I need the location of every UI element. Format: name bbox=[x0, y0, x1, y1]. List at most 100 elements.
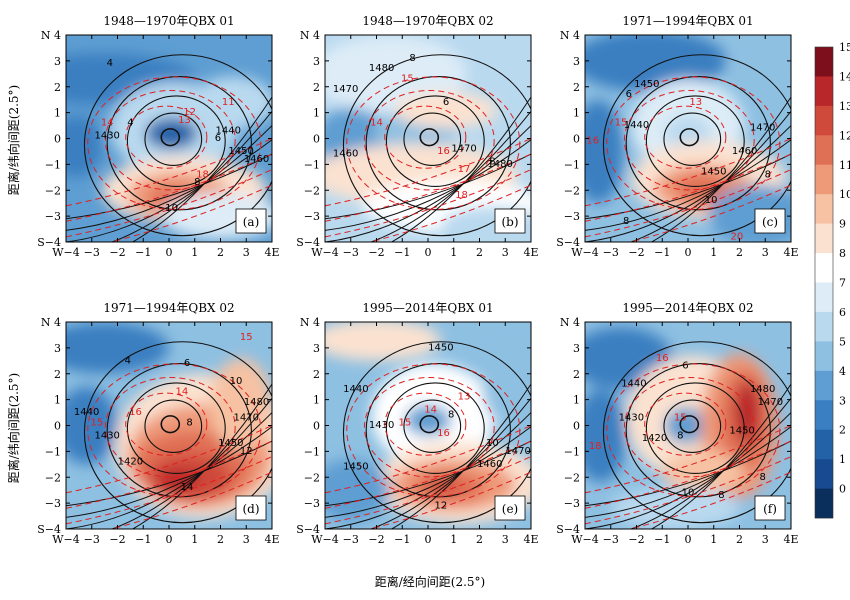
colorbar-label: 5 bbox=[839, 335, 846, 348]
wind-contour bbox=[66, 456, 272, 525]
height-contour bbox=[585, 139, 791, 231]
height-contour bbox=[106, 363, 252, 498]
wind-contour-label: 15 bbox=[398, 418, 411, 429]
y-tick-label: N 4 bbox=[300, 316, 320, 329]
wind-contour bbox=[363, 377, 495, 478]
contour-label: 1430 bbox=[94, 131, 119, 142]
x-tick-label: −3 bbox=[603, 246, 619, 259]
wind-contour-label: 12 bbox=[183, 107, 196, 118]
height-contour bbox=[66, 412, 272, 529]
contour-label: 1450 bbox=[701, 167, 726, 178]
height-contour bbox=[585, 153, 791, 220]
height-contour bbox=[645, 382, 745, 474]
height-contour bbox=[585, 412, 791, 529]
y-tick-label: −3 bbox=[564, 210, 580, 223]
x-tick-label: W−4 bbox=[571, 533, 599, 546]
y-tick-label: 0 bbox=[54, 420, 61, 433]
wind-contour bbox=[623, 377, 755, 478]
height-contour bbox=[645, 95, 745, 187]
x-tick-label: −1 bbox=[654, 533, 670, 546]
wind-contour-label: 13 bbox=[458, 392, 471, 403]
height-contour bbox=[325, 153, 531, 220]
wind-contour-label: 15 bbox=[91, 418, 104, 429]
height-contour bbox=[325, 139, 531, 231]
shaded-region bbox=[585, 99, 624, 204]
y-tick-label: −2 bbox=[45, 184, 61, 197]
colorbar-label: 2 bbox=[839, 424, 846, 437]
x-tick-label: 3 bbox=[243, 533, 250, 546]
x-tick-label: 0 bbox=[425, 246, 432, 259]
x-tick-label: −1 bbox=[394, 533, 410, 546]
contour-label: 4 bbox=[127, 118, 133, 129]
wind-contour-label: 18 bbox=[589, 441, 602, 452]
contour-label: 6 bbox=[215, 133, 221, 144]
wind-contour bbox=[66, 138, 272, 207]
colorbar-swatch bbox=[815, 76, 833, 107]
contour-label: 1470 bbox=[451, 143, 476, 154]
height-contour bbox=[365, 363, 511, 498]
x-tick-label: −2 bbox=[109, 246, 125, 259]
panel-label: (b) bbox=[501, 215, 518, 229]
colorbar-swatch bbox=[815, 429, 833, 460]
contour-label: 10 bbox=[486, 438, 499, 449]
x-tick-label: 2 bbox=[736, 533, 743, 546]
wind-contour-label: 14 bbox=[101, 118, 114, 129]
contour-label: 8 bbox=[677, 430, 683, 441]
x-tick-label: 3 bbox=[762, 246, 769, 259]
shaded-region bbox=[664, 407, 707, 444]
y-tick-label: S−4 bbox=[296, 236, 320, 249]
height-contour bbox=[419, 415, 440, 434]
y-axis-label-top: 距离/纬向间距(2.5°) bbox=[6, 85, 21, 196]
x-tick-label: 3 bbox=[762, 533, 769, 546]
height-contour bbox=[66, 139, 272, 231]
y-tick-label: −2 bbox=[564, 471, 580, 484]
shaded-region bbox=[66, 322, 169, 374]
panel-label: (d) bbox=[242, 502, 259, 516]
colorbar-label: 6 bbox=[839, 306, 846, 319]
panel-d: 4 610812141440143014201480147014501514161… bbox=[37, 301, 279, 546]
height-contour bbox=[419, 128, 440, 147]
y-tick-label: N 4 bbox=[560, 29, 580, 42]
x-tick-label: 3 bbox=[502, 246, 509, 259]
y-tick-label: 3 bbox=[573, 342, 580, 355]
contour-label: 8 bbox=[765, 169, 771, 180]
contour-label: 8 bbox=[186, 418, 192, 429]
wind-contour-label: 15 bbox=[401, 74, 414, 85]
contour-label: 8 bbox=[489, 156, 495, 167]
contour-label: 1480 bbox=[750, 384, 775, 395]
wind-contour bbox=[623, 90, 755, 191]
colorbar-label: 9 bbox=[839, 218, 846, 231]
y-tick-label: 0 bbox=[54, 133, 61, 146]
contour-label: 8 bbox=[759, 472, 765, 483]
contour-label: 1450 bbox=[729, 425, 754, 436]
shaded-region bbox=[585, 35, 727, 92]
wind-contour bbox=[585, 425, 791, 494]
x-tick-label: 4E bbox=[264, 533, 279, 546]
colorbar-swatch bbox=[815, 47, 833, 77]
x-tick-label: 0 bbox=[166, 533, 173, 546]
contour-label: 8 bbox=[448, 410, 454, 421]
contour-label: 12 bbox=[435, 500, 448, 511]
y-tick-label: −3 bbox=[45, 497, 61, 510]
wind-contour-label: 16 bbox=[656, 353, 669, 364]
x-tick-label: −2 bbox=[628, 533, 644, 546]
x-tick-label: W−4 bbox=[571, 246, 599, 259]
height-contour bbox=[679, 128, 700, 147]
contour-label: 1470 bbox=[505, 446, 530, 457]
wind-contour bbox=[104, 90, 236, 191]
x-tick-label: 2 bbox=[217, 533, 224, 546]
shaded-region bbox=[482, 345, 531, 429]
shaded-region bbox=[734, 381, 761, 444]
panel-label-box bbox=[235, 495, 267, 521]
wind-contour bbox=[325, 425, 531, 494]
wind-contour bbox=[125, 392, 208, 456]
y-tick-label: 2 bbox=[54, 368, 61, 381]
height-contour bbox=[325, 426, 531, 518]
contour-label: 8 bbox=[194, 177, 200, 188]
colorbar-swatch bbox=[815, 341, 833, 372]
wind-contour-label: 13 bbox=[178, 115, 191, 126]
